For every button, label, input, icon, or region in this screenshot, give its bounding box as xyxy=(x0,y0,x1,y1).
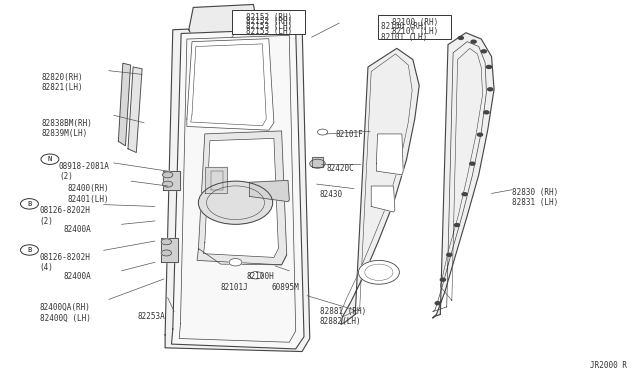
Polygon shape xyxy=(433,33,494,318)
Text: 08918-2081A
(2): 08918-2081A (2) xyxy=(59,162,109,181)
Text: B: B xyxy=(28,247,31,253)
Text: 82152 (RH): 82152 (RH) xyxy=(246,13,292,22)
Circle shape xyxy=(198,181,273,224)
Polygon shape xyxy=(312,157,323,167)
Text: 82152 (RH)
82153 (LH): 82152 (RH) 82153 (LH) xyxy=(246,17,292,36)
Circle shape xyxy=(161,239,172,245)
Circle shape xyxy=(481,50,486,53)
Circle shape xyxy=(163,172,173,178)
Text: 08126-8202H
(2): 08126-8202H (2) xyxy=(40,206,90,226)
Polygon shape xyxy=(189,4,257,33)
Text: 82153 (LH): 82153 (LH) xyxy=(246,22,292,31)
Text: 82400A: 82400A xyxy=(64,225,92,234)
Polygon shape xyxy=(128,67,142,153)
Polygon shape xyxy=(161,238,178,262)
Text: 82430: 82430 xyxy=(320,190,343,199)
Text: 82830 (RH)
82831 (LH): 82830 (RH) 82831 (LH) xyxy=(512,188,558,207)
Circle shape xyxy=(458,36,463,39)
FancyBboxPatch shape xyxy=(232,10,305,34)
Circle shape xyxy=(488,88,493,91)
Circle shape xyxy=(20,199,38,209)
Polygon shape xyxy=(341,48,419,324)
Text: 82100 (RH)
82101 (LH): 82100 (RH) 82101 (LH) xyxy=(381,22,427,42)
Text: 82101J: 82101J xyxy=(221,283,248,292)
Circle shape xyxy=(20,245,38,255)
Text: 82100H: 82100H xyxy=(246,272,274,281)
Circle shape xyxy=(41,154,59,164)
Polygon shape xyxy=(187,39,274,130)
Polygon shape xyxy=(172,29,304,349)
Circle shape xyxy=(163,181,173,187)
Circle shape xyxy=(358,260,399,284)
Polygon shape xyxy=(204,138,278,257)
Circle shape xyxy=(454,224,460,227)
Text: B: B xyxy=(28,201,31,207)
Polygon shape xyxy=(376,134,403,175)
Circle shape xyxy=(447,253,452,256)
Polygon shape xyxy=(163,171,180,190)
Text: 82101F: 82101F xyxy=(336,130,364,139)
Text: JR2000 R: JR2000 R xyxy=(590,361,627,370)
Polygon shape xyxy=(250,180,289,202)
Circle shape xyxy=(161,250,172,256)
Circle shape xyxy=(484,111,489,114)
Circle shape xyxy=(229,259,242,266)
Text: 60895M: 60895M xyxy=(272,283,300,292)
Polygon shape xyxy=(165,24,310,352)
Circle shape xyxy=(250,272,262,279)
Circle shape xyxy=(435,302,440,305)
Text: 82420C: 82420C xyxy=(326,164,354,173)
Text: 82820(RH)
82821(LH): 82820(RH) 82821(LH) xyxy=(42,73,83,92)
Text: 82400QA(RH)
82400Q (LH): 82400QA(RH) 82400Q (LH) xyxy=(40,303,90,323)
Circle shape xyxy=(470,162,475,165)
Polygon shape xyxy=(371,186,395,212)
Circle shape xyxy=(477,133,483,136)
Circle shape xyxy=(310,159,325,168)
Text: 82101 (LH): 82101 (LH) xyxy=(392,27,438,36)
Text: N: N xyxy=(48,156,52,162)
Polygon shape xyxy=(205,167,227,193)
Polygon shape xyxy=(118,63,131,146)
Circle shape xyxy=(471,40,476,43)
Text: 82400A: 82400A xyxy=(64,272,92,281)
FancyBboxPatch shape xyxy=(378,15,451,39)
Text: 82400(RH)
82401(LH): 82400(RH) 82401(LH) xyxy=(67,184,109,203)
Circle shape xyxy=(317,129,328,135)
Circle shape xyxy=(486,65,492,68)
Text: 82838BM(RH)
82839M(LH): 82838BM(RH) 82839M(LH) xyxy=(42,119,92,138)
Text: 82881 (RH)
82882(LH): 82881 (RH) 82882(LH) xyxy=(320,307,366,326)
Text: 82100 (RH): 82100 (RH) xyxy=(392,18,438,27)
Polygon shape xyxy=(197,131,287,265)
Text: 82253A: 82253A xyxy=(138,312,165,321)
Circle shape xyxy=(440,278,445,281)
Text: 08126-8202H
(4): 08126-8202H (4) xyxy=(40,253,90,272)
Circle shape xyxy=(462,193,467,196)
